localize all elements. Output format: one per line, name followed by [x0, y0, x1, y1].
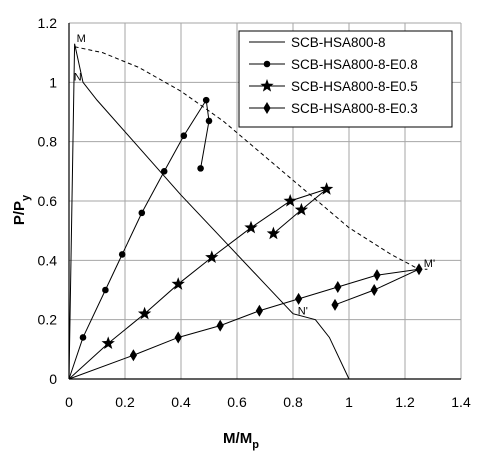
legend-label: SCB-HSA800-8-E0.8: [291, 57, 418, 72]
marker-star: [101, 336, 115, 350]
x-tick-label: 0: [65, 394, 73, 410]
point-label: M: [77, 33, 86, 45]
y-tick-label: 1: [49, 74, 57, 90]
marker-diamond: [216, 319, 224, 332]
y-tick-label: 0.6: [38, 193, 58, 209]
y-tick-label: 0.8: [38, 134, 58, 150]
legend-entry: SCB-HSA800-8-E0.5: [249, 79, 418, 94]
x-tick-label: 1: [345, 394, 353, 410]
x-tick-label: 0.8: [283, 394, 303, 410]
series-1: [68, 43, 350, 380]
legend-box: [238, 30, 453, 128]
marker-circle: [102, 286, 109, 294]
series-2: [68, 96, 213, 380]
x-axis-label: M/Mp: [223, 430, 259, 451]
x-tick-label: 0.4: [171, 394, 191, 410]
legend-label: SCB-HSA800-8-E0.5: [291, 79, 418, 94]
legend-label: SCB-HSA800-8: [291, 35, 386, 50]
y-tick-label: 0.4: [38, 252, 58, 268]
series-3: [68, 182, 334, 380]
marker-star: [171, 277, 185, 290]
y-axis-label: P/Py: [11, 194, 32, 225]
marker-star: [266, 226, 281, 240]
marker-star: [319, 182, 334, 195]
x-tick-label: 1.2: [395, 394, 415, 410]
series-4: [68, 263, 423, 380]
legend: SCB-HSA800-8 SCB-HSA800-8-E0.8 SCB-HSA800-…: [238, 30, 453, 128]
marker-diamond: [370, 284, 378, 296]
point-label: M': [424, 258, 435, 270]
y-tick-label: 1.2: [38, 15, 58, 31]
series-line: [68, 43, 350, 380]
marker-diamond: [263, 102, 271, 114]
marker-diamond: [415, 263, 423, 276]
x-axis-label-main: M/M: [223, 430, 252, 447]
axes: [68, 23, 461, 380]
x-tick-label: 0.2: [115, 394, 135, 410]
series-line: [68, 188, 327, 380]
x-tick-label: 1.4: [451, 394, 471, 410]
x-tick-label: 0.6: [227, 394, 247, 410]
point-label: N: [74, 71, 82, 83]
marker-diamond: [295, 292, 303, 305]
y-tick-label: 0: [49, 371, 57, 387]
marker-circle: [205, 117, 213, 125]
marker-diamond: [373, 269, 381, 282]
marker-circle: [202, 96, 210, 104]
interaction-envelope-line: [74, 46, 428, 270]
legend-label: SCB-HSA800-8-E0.3: [291, 101, 418, 116]
marker-circle: [180, 132, 188, 140]
marker-star: [244, 220, 258, 234]
marker-star: [137, 306, 152, 320]
marker-star: [260, 79, 274, 92]
series-layer: [68, 43, 428, 380]
marker-circle: [160, 168, 168, 175]
series-line: [68, 98, 210, 380]
marker-circle: [138, 209, 146, 217]
marker-diamond: [255, 304, 263, 317]
marker-circle: [197, 165, 204, 172]
point-labels: M N M' N': [74, 33, 435, 318]
marker-diamond: [334, 281, 342, 294]
y-axis-label-main: P/P: [11, 201, 28, 225]
marker-star: [205, 250, 219, 264]
y-tick-label: 0.2: [38, 312, 58, 328]
marker-diamond: [129, 349, 137, 362]
marker-diamond: [331, 298, 339, 311]
legend-entry: SCB-HSA800-8-E0.3: [249, 101, 418, 116]
legend-entry: SCB-HSA800-8: [249, 35, 386, 50]
legend-entry: SCB-HSA800-8-E0.8: [249, 57, 418, 72]
x-axis-label-subscript: p: [252, 439, 259, 451]
tick-labels: 0 0.2 0.4 0.6 0.8 1 1.2 1.4 0 0.2 0.4 0.6 0.8 1 1.2: [38, 15, 471, 410]
y-axis-label-subscript: y: [20, 194, 32, 201]
marker-circle: [79, 334, 87, 341]
marker-diamond: [174, 331, 182, 344]
marker-circle: [263, 60, 271, 68]
marker-star: [294, 202, 309, 216]
point-label: N': [298, 306, 308, 318]
marker-circle: [118, 251, 126, 258]
marker-star: [283, 194, 297, 207]
